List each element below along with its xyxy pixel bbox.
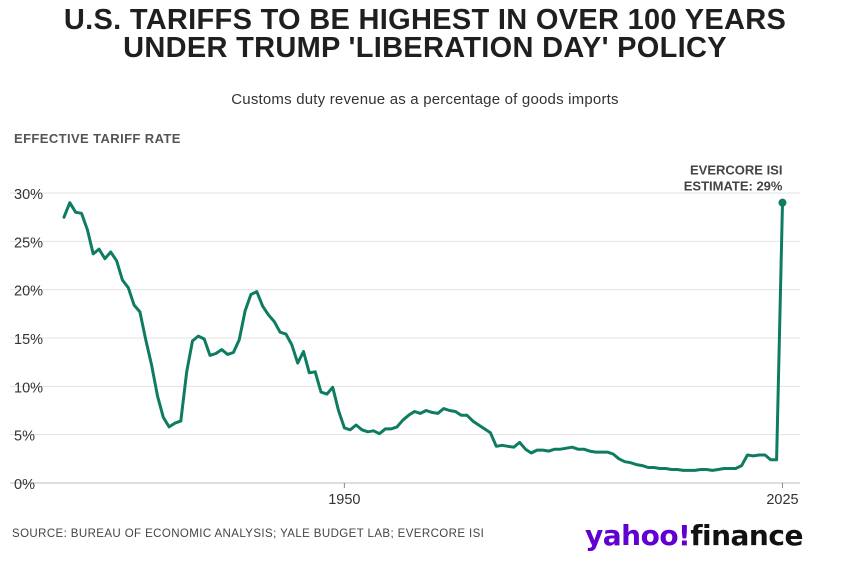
logo-finance: finance — [690, 519, 803, 552]
y-tick-label: 10% — [14, 380, 43, 396]
gridlines — [10, 192, 800, 484]
yahoo-finance-logo: yahoo!finance — [585, 519, 803, 552]
annotation-line2: ESTIMATE: 29% — [684, 179, 783, 194]
x-tick-label: 1950 — [328, 492, 360, 508]
source-note: SOURCE: BUREAU OF ECONOMIC ANALYSIS; YAL… — [12, 528, 485, 540]
tariff-rate-line — [62, 201, 784, 472]
y-tick-label: 5% — [14, 429, 35, 445]
y-tick-label: 15% — [14, 332, 43, 348]
chart-label: EFFECTIVE TARIFF RATE — [14, 131, 181, 146]
tariff-line-chart: 0% 5% 10% 15% 20% 25% 30% 1950 2025 EVERCORE IS… — [10, 163, 800, 508]
logo-yahoo: yahoo! — [585, 519, 691, 552]
estimate-end-dot — [778, 198, 787, 207]
y-tick-label: 30% — [14, 187, 43, 203]
annotation-line1: EVERCORE ISI — [690, 163, 782, 178]
y-tick-label: 0% — [14, 477, 35, 493]
x-axis-ticks: 1950 2025 — [328, 483, 799, 508]
y-tick-label: 20% — [14, 284, 43, 300]
x-tick-label: 2025 — [766, 492, 798, 508]
headline: U.S. TARIFFS TO BE HIGHEST IN OVER 100 Y… — [63, 4, 787, 64]
subtitle: Customs duty revenue as a percentage of … — [231, 91, 619, 108]
y-axis-ticks: 0% 5% 10% 15% 20% 25% 30% — [14, 187, 43, 493]
y-tick-label: 25% — [14, 235, 43, 251]
